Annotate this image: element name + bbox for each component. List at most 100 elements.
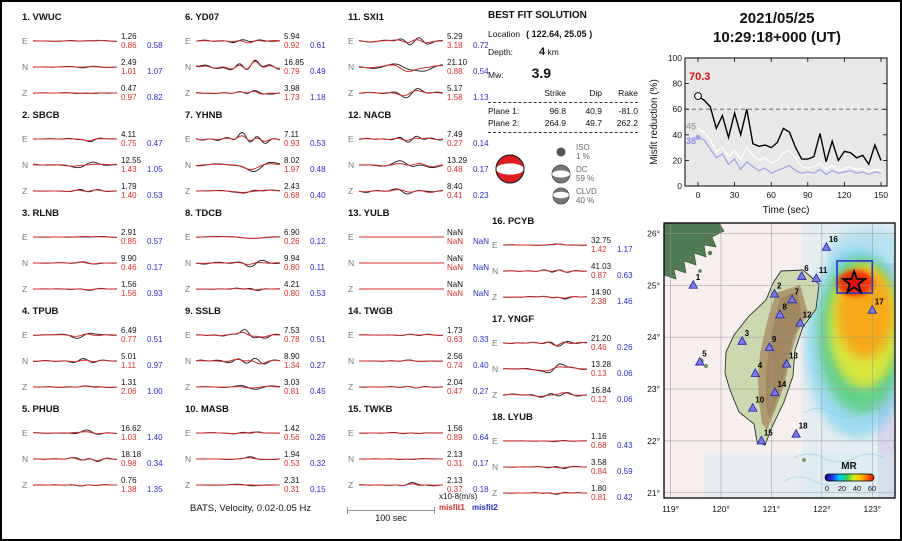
misfit2-value: 0.42 bbox=[617, 493, 633, 502]
misfit2-value: 0.11 bbox=[310, 263, 325, 272]
y-tick-label: 20 bbox=[673, 155, 683, 165]
channel-label: Z bbox=[492, 488, 498, 498]
event-date: 2021/05/25 bbox=[739, 10, 815, 27]
channel-values: 8.40 0.41 0.23 bbox=[447, 182, 502, 201]
plane-table-header: Strike Dip Rake bbox=[488, 88, 654, 100]
station-header: 17. YNGF bbox=[492, 314, 535, 325]
amplitude-value: 16.85 bbox=[284, 57, 305, 67]
amplitude-value: 2.13 bbox=[447, 449, 463, 459]
amplitude-value: 1.26 bbox=[121, 31, 137, 41]
waveform-plot bbox=[196, 431, 280, 435]
misfit1-value: 0.27 bbox=[447, 139, 463, 148]
channel-values: 6.90 0.26 0.12 bbox=[284, 228, 339, 247]
map-station-triangle-17 bbox=[867, 304, 878, 314]
misfit2-value: 0.17 bbox=[473, 459, 489, 468]
channel-values: 1.56 1.56 0.93 bbox=[121, 280, 176, 299]
misfit2-value: 0.61 bbox=[310, 41, 326, 50]
station-header: 9. SSLB bbox=[185, 306, 221, 317]
amplitude-value: 4.21 bbox=[284, 279, 300, 289]
channel-row-E: E 1.56 0.89 0.64 bbox=[348, 420, 506, 446]
station-header: 8. TDCB bbox=[185, 208, 222, 219]
misfit-series-mid bbox=[697, 127, 882, 173]
map-station-number: 2 bbox=[777, 282, 782, 291]
channel-row-N: N 16.85 0.79 0.49 bbox=[185, 54, 343, 80]
map-station-number: 10 bbox=[755, 396, 764, 405]
misfit2-legend: misfit2 bbox=[472, 503, 498, 512]
channel-values: 1.79 1.40 0.53 bbox=[121, 182, 176, 201]
channel-row-Z: Z 1.31 2.06 1.00 bbox=[22, 374, 180, 400]
misfit2-value: 0.63 bbox=[617, 271, 633, 280]
station-header: 2. SBCB bbox=[22, 110, 60, 121]
misfit2-value: 0.27 bbox=[310, 361, 326, 370]
station-header: 15. TWKB bbox=[348, 404, 393, 415]
y-tick-label: 60 bbox=[673, 104, 683, 114]
channel-label: N bbox=[185, 160, 192, 170]
channel-row-E: E 16.62 1.03 1.40 bbox=[22, 420, 180, 446]
channel-values: 5.17 1.58 1.13 bbox=[447, 84, 502, 103]
channel-row-Z: Z 1.80 0.81 0.42 bbox=[492, 480, 650, 506]
channel-row-N: N 8.90 1.34 0.27 bbox=[185, 348, 343, 374]
event-time: 10:29:18+000 (UT) bbox=[713, 29, 841, 46]
map-lat-label: 24° bbox=[647, 332, 660, 342]
mid-misfit-label: 45 bbox=[686, 122, 696, 132]
misfit2-value: 0.48 bbox=[310, 165, 326, 174]
map-station-triangle-9 bbox=[764, 342, 775, 351]
x-tick-label: 120 bbox=[837, 190, 851, 200]
y-tick-label: 40 bbox=[673, 130, 683, 140]
misfit1-value: 0.97 bbox=[121, 93, 137, 102]
map-station-number: 6 bbox=[804, 264, 809, 273]
amplitude-value: 9.90 bbox=[121, 253, 137, 263]
clvd-beachball-icon bbox=[552, 187, 570, 205]
map-station-triangle-8 bbox=[775, 309, 785, 319]
misfit1-value: 1.34 bbox=[284, 361, 300, 370]
low-misfit-label: 38 bbox=[686, 136, 696, 146]
depth-unit: km bbox=[547, 47, 559, 57]
waveform-plot bbox=[196, 189, 281, 194]
misfit2-value: 0.40 bbox=[310, 191, 326, 200]
misfit2-value: 0.51 bbox=[310, 335, 326, 344]
misfit2-value: 0.43 bbox=[617, 441, 633, 450]
station-column-3: 11. SXI1 E 5.29 3.18 0.72 N 21.10 0.88 0.54 Z 5.17… bbox=[348, 12, 506, 502]
misfit2-value: NaN bbox=[473, 237, 490, 246]
channel-label: Z bbox=[22, 186, 28, 196]
channel-label: N bbox=[348, 160, 355, 170]
channel-values: 3.98 1.73 1.18 bbox=[284, 84, 339, 103]
channel-values: 13.28 0.13 0.06 bbox=[591, 360, 646, 379]
channel-values: 1.73 0.63 0.33 bbox=[447, 326, 502, 345]
misfit1-value: 0.92 bbox=[284, 41, 300, 50]
misfit2-value: 0.40 bbox=[473, 361, 489, 370]
channel-row-E: E 21.20 0.46 0.26 bbox=[492, 330, 650, 356]
misfit2-value: 1.05 bbox=[147, 165, 163, 174]
station-PCYB: 16. PCYB E 32.75 1.42 1.17 N 41.03 0.87 0.63 Z 14.… bbox=[492, 216, 650, 314]
clvd-label: CLVD 40 % bbox=[576, 187, 597, 205]
misfit2-value: 0.17 bbox=[473, 165, 489, 174]
misfit2-value: 0.15 bbox=[310, 485, 326, 494]
misfit2-value: 0.33 bbox=[473, 335, 489, 344]
channel-row-N: N 21.10 0.88 0.54 bbox=[348, 54, 506, 80]
channel-label: E bbox=[492, 338, 498, 348]
misfit2-value: 0.34 bbox=[147, 459, 163, 468]
amplitude-value: 16.84 bbox=[591, 385, 612, 395]
misfit1-value: 1.97 bbox=[284, 165, 300, 174]
misfit2-value: 0.53 bbox=[147, 191, 163, 200]
misfit1-value: 1.58 bbox=[447, 93, 463, 102]
col-rake: Rake bbox=[618, 88, 638, 98]
channel-label: Z bbox=[348, 382, 354, 392]
waveform-plot bbox=[33, 429, 118, 435]
waveform-plot bbox=[33, 385, 118, 389]
amplitude-value: 2.43 bbox=[284, 181, 300, 191]
waveform-plot bbox=[196, 385, 281, 390]
channel-row-E: E 32.75 1.42 1.17 bbox=[492, 232, 650, 258]
amplitude-value: NaN bbox=[447, 227, 464, 237]
waveform-plot bbox=[33, 137, 118, 143]
station-SSLB: 9. SSLB E 7.53 0.78 0.51 N 8.90 1.34 0.27 Z 3.03 0.… bbox=[185, 306, 343, 404]
channel-values: 2.31 0.31 0.15 bbox=[284, 476, 339, 495]
misfit1-value: 0.98 bbox=[121, 459, 137, 468]
channel-values: 5.29 3.18 0.72 bbox=[447, 32, 502, 51]
x-tick-label: 90 bbox=[803, 190, 813, 200]
channel-row-N: N 2.13 0.31 0.17 bbox=[348, 446, 506, 472]
station-PHUB: 5. PHUB E 16.62 1.03 1.40 N 18.18 0.98 0.34 Z 0.76… bbox=[22, 404, 180, 502]
waveform-plot bbox=[503, 491, 588, 495]
map-station-number: 15 bbox=[764, 428, 773, 437]
misfit1-value: 0.93 bbox=[284, 139, 300, 148]
